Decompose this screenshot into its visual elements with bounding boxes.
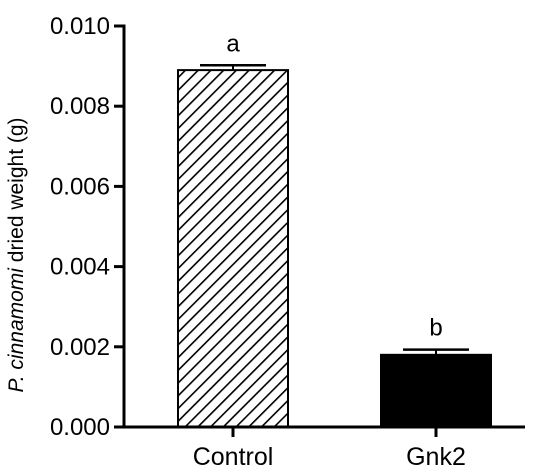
x-tick-label: Control [193, 443, 274, 471]
significance-label: b [429, 315, 442, 342]
y-tick-label: 0.008 [50, 93, 110, 120]
y-tick-label: 0.000 [50, 414, 110, 441]
y-tick-label: 0.004 [50, 254, 110, 281]
y-ticks-group: 0.000 0.002 0.004 0.006 0.008 0.010 [50, 13, 124, 441]
y-tick-label: 0.002 [50, 334, 110, 361]
bar-gnk2 [380, 353, 492, 429]
y-tick-label: 0.010 [50, 13, 110, 40]
bars-group: ab [177, 30, 492, 429]
y-axis-label: P. cinnamomi dried weight (g) [5, 117, 28, 392]
y-tick-label: 0.006 [50, 173, 110, 200]
x-tick-label: Gnk2 [406, 443, 466, 471]
x-ticks-group: Control Gnk2 [193, 427, 466, 471]
bar-control [177, 69, 289, 429]
significance-label: a [226, 30, 240, 57]
